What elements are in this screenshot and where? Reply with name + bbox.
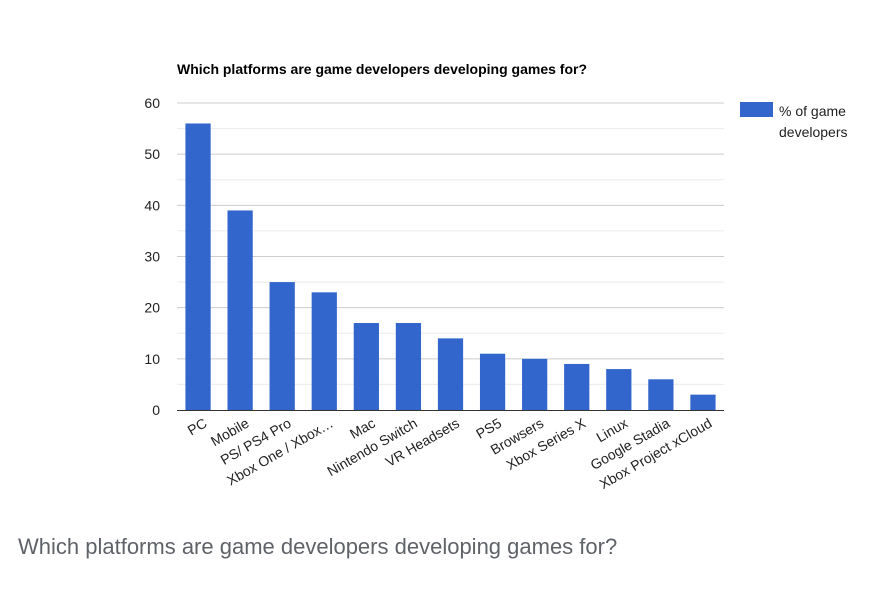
bar <box>185 123 211 410</box>
chart-title: Which platforms are game developers deve… <box>177 61 587 77</box>
bar <box>395 323 422 410</box>
bars <box>185 123 716 410</box>
bar <box>690 394 716 410</box>
y-axis-ticks: 0 10 20 30 40 50 60 <box>144 95 160 418</box>
y-tick-label: 40 <box>144 197 160 213</box>
y-tick-label: 0 <box>152 402 160 418</box>
x-category-label: PC <box>185 415 210 439</box>
bar <box>648 379 674 410</box>
bar <box>227 210 253 410</box>
bar-chart: Which platforms are game developers deve… <box>144 61 848 492</box>
bar <box>437 338 464 410</box>
bar <box>269 282 295 410</box>
y-tick-label: 10 <box>144 351 160 367</box>
y-tick-label: 50 <box>144 146 160 162</box>
bar <box>522 358 548 410</box>
bar <box>479 353 506 410</box>
figure-caption: Which platforms are game developers deve… <box>18 534 618 559</box>
legend: % of game developers <box>740 102 848 140</box>
legend-swatch <box>740 102 773 117</box>
legend-label: % of game <box>779 103 846 119</box>
gridlines <box>177 102 724 385</box>
y-tick-label: 30 <box>144 249 160 265</box>
bar <box>353 323 379 410</box>
y-tick-label: 20 <box>144 300 160 316</box>
y-tick-label: 60 <box>144 95 160 111</box>
bar <box>311 292 337 410</box>
legend-label: developers <box>779 124 848 140</box>
bar <box>564 363 590 410</box>
bar <box>606 369 632 410</box>
